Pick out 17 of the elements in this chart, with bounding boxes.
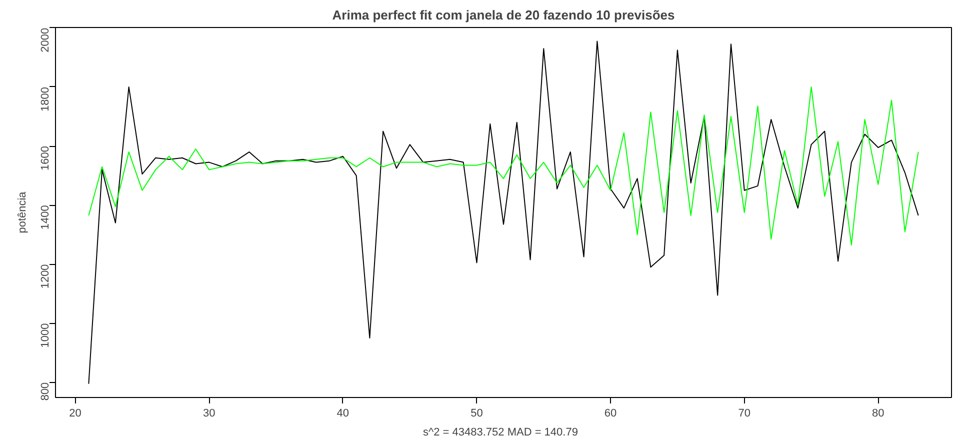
x-tick-label: 30	[203, 408, 216, 420]
x-tick-label: 50	[470, 408, 483, 420]
x-tick-label: 40	[336, 408, 350, 420]
text: s^2 = 43483.752 MAD = 140.79	[422, 426, 578, 438]
x-tick-label: 20	[69, 408, 82, 420]
y-tick-label: 800	[40, 382, 52, 401]
x-tick-label: 80	[872, 408, 884, 420]
y-tick-label: 2000	[40, 28, 52, 52]
y-tick-label: 1000	[40, 323, 52, 348]
y-tick-label: 1400	[40, 205, 52, 230]
y-tick-label: 1800	[40, 86, 52, 112]
x-tick-label: 70	[738, 408, 750, 420]
y-axis-title: potência	[16, 190, 28, 234]
chart-title: Arima perfect fit com janela de 20 fazendo 10 previsões	[332, 8, 675, 22]
y-tick-label: 1200	[40, 264, 52, 289]
y-tick-label: 1600	[40, 146, 52, 171]
x-tick-label: 60	[604, 408, 617, 420]
